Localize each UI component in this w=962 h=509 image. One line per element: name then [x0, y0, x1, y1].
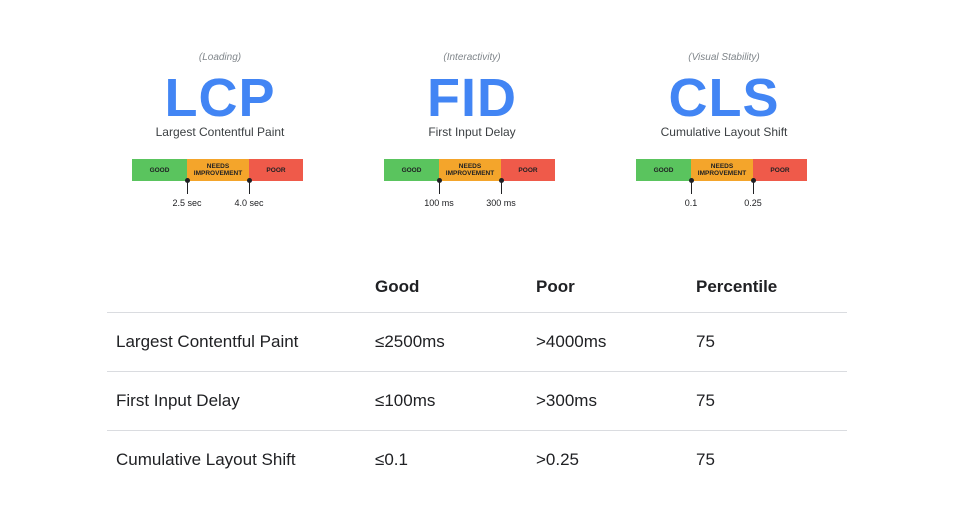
metric-category: (Visual Stability) — [688, 52, 760, 63]
segment-good: GOOD — [636, 159, 691, 181]
threshold-label-poor: 300 ms — [486, 198, 516, 208]
segment-good: GOOD — [384, 159, 439, 181]
threshold-bar: GOOD NEEDS IMPROVEMENT POOR — [132, 159, 303, 181]
segment-needs-improvement: NEEDS IMPROVEMENT — [187, 159, 249, 181]
metric-abbreviation: FID — [427, 68, 517, 128]
cell-poor: >0.25 — [536, 449, 580, 469]
metric-full-name: Largest Contentful Paint — [155, 125, 285, 139]
segment-poor: POOR — [753, 159, 807, 181]
threshold-tick-poor — [247, 178, 252, 194]
table-header-row: Good Poor Percentile — [107, 262, 847, 312]
threshold-bar: GOOD NEEDS IMPROVEMENT POOR — [636, 159, 807, 181]
segment-poor: POOR — [501, 159, 555, 181]
segment-poor: POOR — [249, 159, 303, 181]
cell-metric: Cumulative Layout Shift — [116, 449, 296, 469]
threshold-label-poor: 0.25 — [744, 198, 762, 208]
cell-percentile: 75 — [696, 449, 715, 469]
threshold-bar: GOOD NEEDS IMPROVEMENT POOR — [384, 159, 555, 181]
threshold-label-good: 2.5 sec — [172, 198, 202, 208]
threshold-label-poor: 4.0 sec — [234, 198, 264, 208]
table-row: First Input Delay ≤100ms >300ms 75 — [107, 371, 847, 430]
threshold-tick-good — [689, 178, 694, 194]
cell-good: ≤100ms — [375, 390, 436, 410]
threshold-label-good: 0.1 — [684, 198, 698, 208]
cell-good: ≤2500ms — [375, 331, 445, 351]
metric-abbreviation: CLS — [668, 68, 780, 128]
cell-percentile: 75 — [696, 331, 715, 351]
metric-full-name: First Input Delay — [428, 125, 516, 139]
cell-good: ≤0.1 — [375, 449, 408, 469]
threshold-tick-poor — [499, 178, 504, 194]
threshold-tick-poor — [751, 178, 756, 194]
threshold-tick-good — [437, 178, 442, 194]
table-header-good: Good — [375, 276, 420, 296]
metric-full-name: Cumulative Layout Shift — [660, 125, 788, 139]
table-row: Cumulative Layout Shift ≤0.1 >0.25 75 — [107, 430, 847, 489]
metric-category: (Interactivity) — [443, 52, 501, 63]
cell-poor: >300ms — [536, 390, 597, 410]
metric-category: (Loading) — [198, 52, 242, 63]
cell-percentile: 75 — [696, 390, 715, 410]
segment-needs-improvement: NEEDS IMPROVEMENT — [691, 159, 753, 181]
table-header-metric — [107, 262, 366, 312]
table-header-percentile: Percentile — [696, 276, 778, 296]
metric-abbreviation: LCP — [164, 68, 276, 128]
cell-metric: First Input Delay — [116, 390, 240, 410]
segment-good: GOOD — [132, 159, 187, 181]
threshold-tick-good — [185, 178, 190, 194]
cell-poor: >4000ms — [536, 331, 607, 351]
table-header-poor: Poor — [536, 276, 575, 296]
cell-metric: Largest Contentful Paint — [116, 331, 299, 351]
segment-needs-improvement: NEEDS IMPROVEMENT — [439, 159, 501, 181]
thresholds-table: Good Poor Percentile Largest Contentful … — [107, 262, 847, 489]
threshold-label-good: 100 ms — [424, 198, 454, 208]
table-row: Largest Contentful Paint ≤2500ms >4000ms… — [107, 312, 847, 371]
